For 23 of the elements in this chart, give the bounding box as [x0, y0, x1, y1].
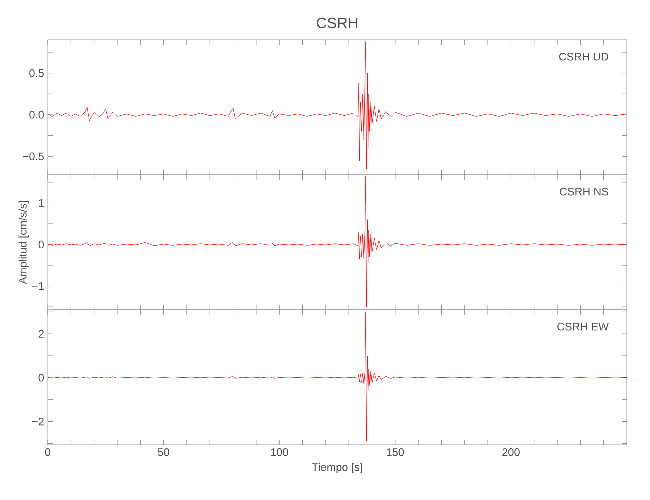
x-axis-title: Tiempo [s]	[312, 463, 362, 474]
line-series	[48, 176, 627, 308]
x-tick-label: 150	[387, 448, 404, 456]
x-tick-label: 100	[271, 448, 288, 456]
y-tick-label: 0.0	[30, 111, 44, 119]
y-tick-label: −2	[32, 418, 44, 426]
line-series	[48, 41, 627, 170]
y-tick-label: 0.5	[30, 69, 44, 78]
x-tick-label: 0	[45, 448, 51, 456]
y-tick-label: 0	[38, 240, 44, 249]
y-tick-label: −0.5	[23, 152, 44, 161]
x-tick-label: 50	[158, 448, 170, 456]
annotation: CSRH NS	[560, 188, 608, 196]
y-tick-label: −1	[32, 282, 44, 290]
line-series	[48, 312, 627, 442]
annotation: CSRH UD	[559, 52, 608, 61]
x-tick-label: 200	[502, 448, 520, 456]
chart-title: CSRH	[317, 18, 358, 28]
y-tick-label: 0	[38, 374, 44, 382]
y-axis-title: Amplitud [cm/s/s]	[18, 201, 30, 284]
annotation: CSRH EW	[558, 322, 609, 331]
y-tick-label: 1	[39, 199, 44, 208]
y-tick-label: 2	[38, 330, 44, 338]
